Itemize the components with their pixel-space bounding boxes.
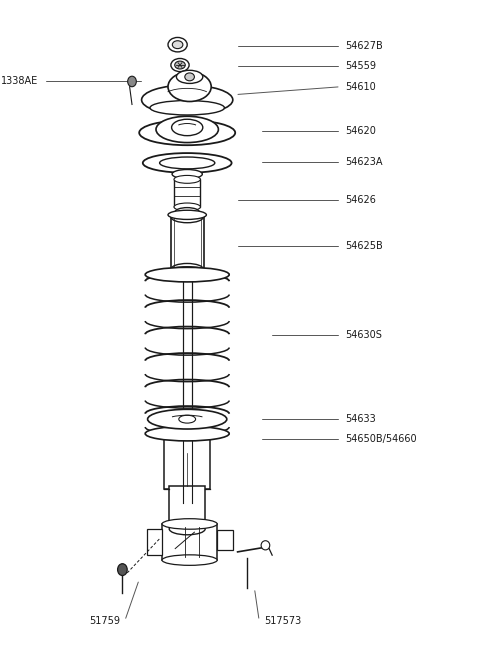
FancyBboxPatch shape	[169, 486, 205, 529]
FancyBboxPatch shape	[162, 524, 217, 560]
Ellipse shape	[143, 153, 232, 173]
Text: 51759: 51759	[89, 616, 120, 626]
FancyBboxPatch shape	[176, 453, 199, 486]
FancyBboxPatch shape	[183, 271, 192, 503]
Text: 54623A: 54623A	[346, 157, 383, 168]
Ellipse shape	[164, 424, 210, 436]
Ellipse shape	[175, 61, 185, 69]
Ellipse shape	[172, 41, 183, 49]
Text: 54650B/54660: 54650B/54660	[346, 434, 417, 444]
Ellipse shape	[162, 555, 217, 565]
FancyBboxPatch shape	[164, 430, 210, 489]
Ellipse shape	[175, 208, 200, 217]
Ellipse shape	[179, 415, 196, 423]
FancyBboxPatch shape	[147, 529, 162, 555]
FancyBboxPatch shape	[174, 179, 200, 207]
Ellipse shape	[168, 267, 206, 276]
Ellipse shape	[185, 73, 194, 81]
Ellipse shape	[145, 267, 229, 282]
Text: 54620: 54620	[346, 126, 376, 137]
Text: 54627B: 54627B	[346, 41, 384, 51]
Ellipse shape	[169, 523, 205, 535]
Ellipse shape	[162, 519, 217, 530]
Text: 1338AE: 1338AE	[1, 76, 38, 87]
Ellipse shape	[148, 409, 227, 429]
Text: 54610: 54610	[346, 81, 376, 92]
Ellipse shape	[168, 37, 187, 52]
Ellipse shape	[171, 211, 204, 223]
FancyBboxPatch shape	[217, 530, 233, 550]
Ellipse shape	[172, 170, 203, 179]
Ellipse shape	[118, 564, 127, 576]
Ellipse shape	[177, 70, 203, 83]
Text: 54559: 54559	[346, 60, 377, 71]
Ellipse shape	[139, 120, 235, 145]
Text: 54633: 54633	[346, 414, 376, 424]
Ellipse shape	[128, 76, 136, 87]
Ellipse shape	[174, 203, 201, 211]
Ellipse shape	[150, 101, 225, 115]
Ellipse shape	[171, 263, 204, 275]
Text: 517573: 517573	[264, 616, 301, 626]
Ellipse shape	[168, 210, 206, 219]
Ellipse shape	[174, 175, 201, 183]
Ellipse shape	[156, 116, 218, 143]
Text: 54626: 54626	[346, 195, 376, 206]
Ellipse shape	[261, 541, 270, 550]
FancyBboxPatch shape	[171, 217, 204, 269]
Text: 54625B: 54625B	[346, 241, 384, 252]
Ellipse shape	[145, 426, 229, 441]
Ellipse shape	[168, 72, 211, 102]
Ellipse shape	[171, 58, 189, 72]
Text: 54630S: 54630S	[346, 330, 383, 340]
Ellipse shape	[159, 157, 215, 169]
Ellipse shape	[142, 85, 233, 115]
Ellipse shape	[172, 120, 203, 136]
